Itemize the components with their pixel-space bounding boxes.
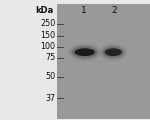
- Text: 250: 250: [40, 19, 56, 29]
- Ellipse shape: [102, 46, 124, 58]
- Text: kDa: kDa: [36, 6, 54, 15]
- Ellipse shape: [72, 46, 98, 58]
- FancyBboxPatch shape: [57, 4, 150, 118]
- Text: 100: 100: [40, 42, 56, 51]
- Text: 50: 50: [45, 72, 56, 81]
- Text: 37: 37: [45, 94, 56, 103]
- Ellipse shape: [105, 48, 122, 56]
- Text: 2: 2: [111, 6, 117, 15]
- Ellipse shape: [69, 44, 101, 61]
- Text: 150: 150: [40, 31, 56, 41]
- Ellipse shape: [75, 48, 95, 56]
- Ellipse shape: [99, 44, 127, 61]
- Text: 75: 75: [45, 53, 56, 62]
- Text: 1: 1: [81, 6, 87, 15]
